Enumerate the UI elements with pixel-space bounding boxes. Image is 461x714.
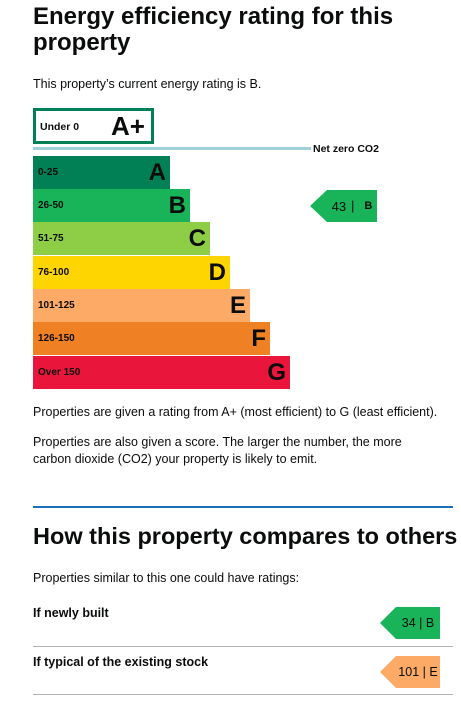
band-g: Over 150 G [33,356,290,389]
marker-arrow [380,607,396,639]
band-c: 51-75 C [33,222,210,255]
band-d: 76-100 D [33,256,230,289]
band-range-label: 0-25 [38,167,59,178]
band-range-label: 51-75 [38,233,64,244]
page-title: Energy efficiency rating for this proper… [33,3,394,56]
band-a: 0-25 A [33,156,170,189]
current-score: 43 [331,198,347,214]
band-range-label: 126-150 [38,333,75,344]
band-range-label: Over 150 [38,367,81,378]
band-letter-label: E [229,292,246,319]
band-letter-label: G [267,359,286,386]
score-explanation: Properties are also given a score. The l… [33,435,402,466]
comparison-heading: How this property compares to others [33,523,458,549]
section-divider [33,506,453,508]
marker-body: 43 | B [327,190,377,222]
band-range-label: 26-50 [38,200,64,211]
comparison-rating-marker: 101 | E [380,656,440,688]
comparison-rating-value: 34 | B [396,607,440,639]
comparison-row-existing-stock: If typical of the existing stock 101 | E [33,647,453,695]
marker-arrow [380,656,396,688]
marker-arrow [310,190,327,222]
band-letter-label: A [148,159,166,186]
comparison-intro: Properties similar to this one could hav… [33,571,300,585]
band-letter-label: C [188,225,206,252]
comparison-rating-value: 101 | E [396,656,440,688]
comparison-label: If newly built [33,606,109,620]
band-range-label: 101-125 [38,300,75,311]
band-letter-label: F [251,325,266,352]
rating-explanation: Properties are given a rating from A+ (m… [33,405,438,419]
band-a-plus: Under 0 A+ [33,108,154,144]
band-range-label: 76-100 [38,267,70,278]
energy-rating-chart: Under 0 A+ Net zero CO2 0-25 A 26-50 B 5… [33,108,379,389]
net-zero-label: Net zero CO2 [313,143,379,155]
net-zero-line [33,147,311,150]
comparison-rating-marker: 34 | B [380,607,440,639]
score-separator: | [351,199,355,213]
current-rating-text: This property’s current energy rating is… [33,77,262,91]
comparison-row-newly-built: If newly built 34 | B [33,598,453,647]
band-letter-label: D [208,259,226,286]
current-letter: B [364,200,373,212]
band-letter-label: A+ [111,111,145,141]
band-b: 26-50 B [33,189,190,222]
comparison-label: If typical of the existing stock [33,655,209,669]
band-range-label: Under 0 [40,121,80,133]
band-letter-label: B [168,192,186,219]
band-e: 101-125 E [33,289,250,322]
band-f: 126-150 F [33,322,270,355]
